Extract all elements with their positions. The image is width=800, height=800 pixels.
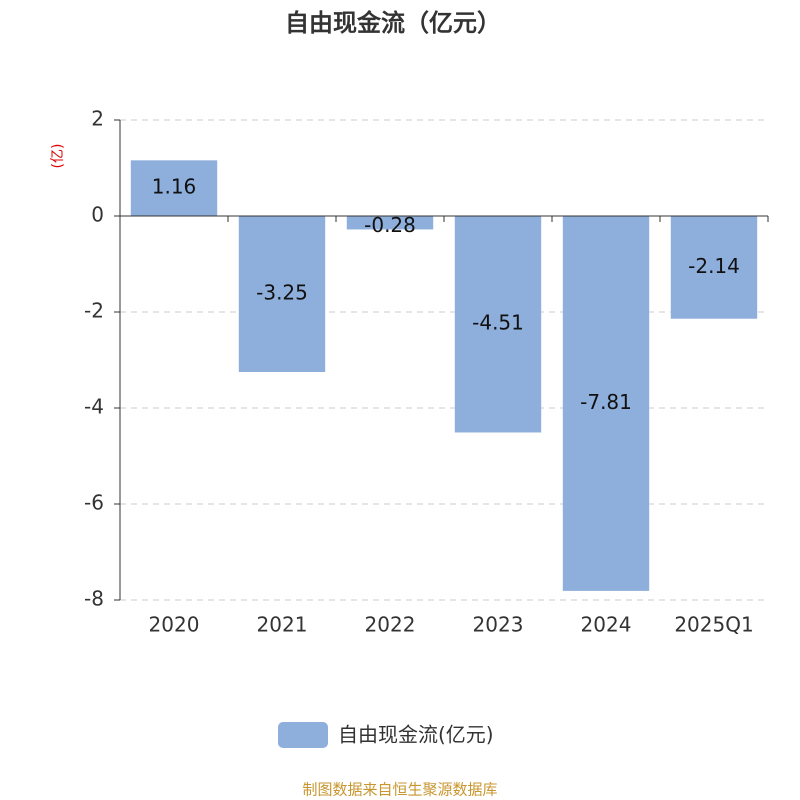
y-tick-label: -6 bbox=[84, 491, 104, 515]
y-tick-label: 2 bbox=[91, 107, 104, 131]
data-label: -4.51 bbox=[472, 311, 524, 335]
y-axis-label: (亿) bbox=[50, 144, 66, 169]
x-tick-label: 2021 bbox=[257, 613, 308, 637]
x-tick-label: 2022 bbox=[365, 613, 416, 637]
data-label: -2.14 bbox=[688, 254, 740, 278]
bar bbox=[346, 216, 434, 230]
x-tick-label: 2025Q1 bbox=[674, 613, 753, 637]
source-note: 制图数据来自恒生聚源数据库 bbox=[302, 781, 497, 799]
y-tick-label: -2 bbox=[84, 299, 104, 323]
bar bbox=[670, 216, 758, 319]
x-tick-label: 2020 bbox=[149, 613, 200, 637]
data-label: -0.28 bbox=[364, 213, 416, 237]
y-tick-label: 0 bbox=[91, 203, 104, 227]
data-label: 1.16 bbox=[152, 175, 197, 199]
bar bbox=[130, 160, 218, 216]
legend-swatch bbox=[278, 722, 328, 748]
y-tick-label: -4 bbox=[84, 395, 104, 419]
chart-title: 自由现金流（亿元） bbox=[285, 9, 501, 37]
y-tick-label: -8 bbox=[84, 587, 104, 611]
x-tick-label: 2023 bbox=[473, 613, 524, 637]
legend-label: 自由现金流(亿元) bbox=[338, 723, 494, 747]
bar bbox=[238, 216, 326, 372]
data-label: -7.81 bbox=[580, 390, 632, 414]
bar bbox=[454, 216, 542, 433]
data-label: -3.25 bbox=[256, 281, 308, 305]
bar bbox=[562, 216, 650, 591]
x-tick-label: 2024 bbox=[581, 613, 632, 637]
